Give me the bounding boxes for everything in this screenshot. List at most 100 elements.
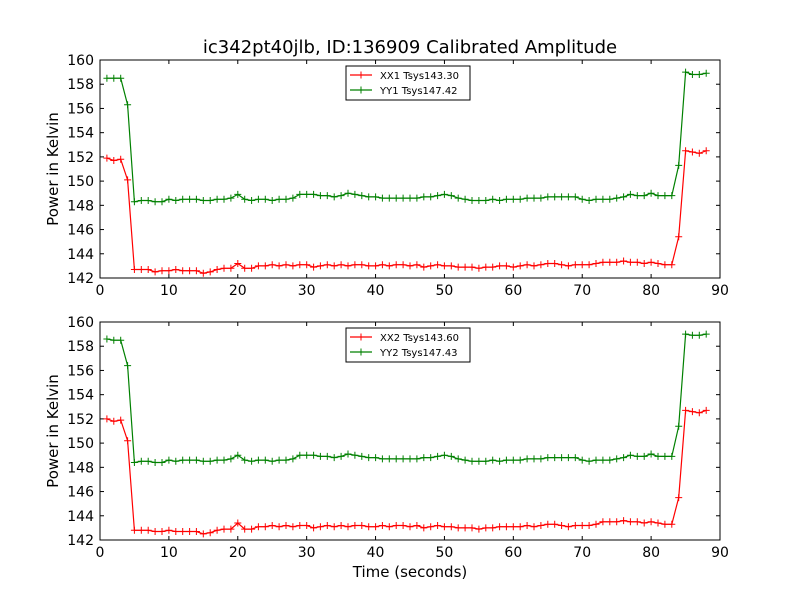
top-data-point	[647, 189, 655, 197]
bottom-data-point	[337, 452, 345, 460]
top-data-point	[254, 262, 262, 270]
bottom-data-point	[454, 455, 462, 463]
bottom-x-tick-label: 0	[96, 545, 105, 561]
bottom-data-point	[385, 455, 393, 463]
top-data-point	[117, 74, 125, 82]
bottom-data-point	[213, 456, 221, 464]
bottom-data-point	[592, 456, 600, 464]
bottom-y-tick-label: 142	[67, 533, 94, 549]
bottom-data-point	[599, 456, 607, 464]
top-data-point	[385, 262, 393, 270]
top-data-point	[571, 193, 579, 201]
top-data-point	[337, 192, 345, 200]
top-data-point	[151, 198, 159, 206]
bottom-data-point	[220, 456, 228, 464]
bottom-data-point	[248, 525, 256, 533]
bottom-data-point	[227, 455, 235, 463]
top-data-point	[420, 263, 428, 271]
chart-title: ic342pt40jlb, ID:136909 Calibrated Ampli…	[203, 37, 617, 58]
bottom-data-point	[558, 522, 566, 529]
top-data-point	[682, 147, 690, 155]
top-x-tick-label: 30	[298, 283, 316, 299]
bottom-data-point	[323, 452, 331, 460]
top-data-point	[640, 260, 648, 267]
bottom-data-point	[117, 336, 125, 344]
top-data-point	[227, 264, 235, 272]
top-x-tick-label: 20	[229, 283, 247, 299]
bottom-data-point	[130, 459, 138, 466]
top-x-tick-label: 40	[367, 283, 385, 299]
top-data-point	[241, 264, 249, 272]
bottom-data-point	[199, 457, 207, 465]
top-data-point	[413, 261, 421, 269]
top-data-point	[378, 194, 386, 202]
bottom-data-point	[468, 524, 476, 532]
bottom-data-point	[661, 452, 669, 460]
bottom-data-point	[682, 406, 690, 414]
top-x-tick-label: 50	[436, 283, 454, 299]
bottom-data-point	[702, 406, 710, 414]
bottom-data-point	[688, 408, 696, 416]
top-data-point	[268, 197, 276, 204]
bottom-data-point	[365, 523, 373, 531]
bottom-data-point	[310, 451, 318, 459]
bottom-data-point	[206, 457, 214, 465]
top-data-point	[702, 69, 710, 77]
top-data-point	[702, 147, 710, 155]
top-data-point	[682, 68, 690, 76]
bottom-data-point	[544, 454, 552, 462]
top-data-point	[613, 258, 621, 266]
bottom-data-point	[268, 457, 276, 465]
top-data-point	[427, 262, 435, 270]
bottom-data-point	[675, 494, 683, 502]
top-data-point	[516, 262, 524, 270]
bottom-data-point	[330, 454, 338, 462]
top-data-point	[613, 194, 621, 202]
top-data-point	[158, 198, 166, 206]
top-data-point	[282, 261, 290, 269]
bottom-data-point	[585, 522, 593, 529]
bottom-data-point	[688, 331, 696, 339]
top-data-point	[447, 192, 455, 200]
bottom-data-point	[475, 457, 483, 465]
top-y-tick-label: 160	[67, 53, 94, 69]
top-data-point	[695, 71, 703, 78]
bottom-data-point	[220, 525, 228, 533]
top-data-point	[440, 262, 448, 270]
top-data-point	[633, 192, 641, 200]
bottom-data-point	[330, 523, 338, 531]
bottom-data-point	[502, 456, 510, 464]
top-data-point	[475, 197, 483, 204]
top-data-point	[475, 264, 483, 272]
top-data-point	[206, 197, 214, 204]
top-data-point	[385, 194, 393, 202]
top-data-point	[137, 197, 145, 204]
bottom-data-point	[496, 523, 504, 531]
top-data-point	[110, 74, 118, 82]
top-data-point	[365, 262, 373, 270]
bottom-data-point	[509, 456, 517, 464]
top-legend-box	[345, 65, 471, 101]
bottom-data-point	[434, 522, 442, 529]
bottom-data-point	[489, 524, 497, 532]
top-data-point	[303, 190, 311, 198]
top-data-point	[392, 194, 400, 202]
bottom-data-point	[440, 451, 448, 459]
top-legend-label: XX1 Tsys143.30	[380, 71, 459, 82]
bottom-data-point	[158, 459, 166, 466]
top-legend: XX1 Tsys143.30 YY1 Tsys147.42	[345, 65, 471, 101]
top-data-point	[571, 261, 579, 269]
top-data-point	[351, 261, 359, 269]
bottom-data-point	[254, 523, 262, 531]
bottom-data-point	[406, 523, 414, 531]
bottom-data-point	[461, 524, 469, 532]
bottom-data-point	[447, 452, 455, 460]
bottom-data-point	[571, 454, 579, 462]
top-data-point	[592, 260, 600, 267]
bottom-data-point	[372, 523, 380, 531]
top-data-point	[158, 267, 166, 275]
top-data-point	[406, 194, 414, 202]
bottom-data-point	[151, 528, 159, 535]
top-data-point	[406, 262, 414, 270]
top-data-point	[248, 264, 256, 272]
